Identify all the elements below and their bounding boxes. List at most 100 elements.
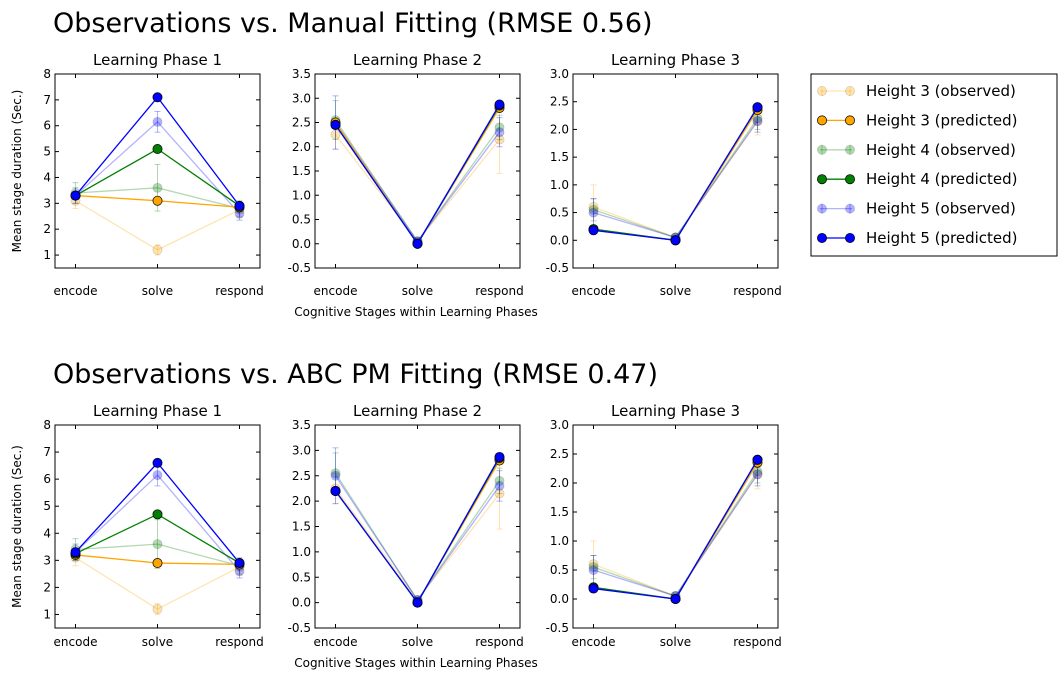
y-tick-label: 8 (43, 67, 51, 81)
y-tick-label: 0.5 (292, 213, 311, 227)
x-tick-label: solve (402, 635, 433, 649)
panel-title: Learning Phase 3 (611, 51, 740, 69)
x-tick-label: respond (215, 635, 264, 649)
legend: Height 3 (observed) Height 3 (predicted) H… (810, 73, 1058, 257)
y-tick-label: 7 (43, 445, 51, 459)
series-line (75, 557, 240, 610)
data-point (588, 583, 599, 594)
legend-label: Height 5 (observed) (866, 200, 1016, 218)
y-axis-label: Mean stage duration (Sec.) (10, 90, 24, 253)
y-tick-label: 0.5 (550, 206, 569, 220)
series-height-5-predicted (330, 99, 505, 249)
legend-marker (817, 174, 828, 185)
y-tick-label: 3.5 (292, 67, 311, 81)
legend-marker (845, 232, 856, 243)
data-point (588, 207, 599, 218)
y-tick-label: 1.5 (550, 150, 569, 164)
data-point (494, 451, 505, 462)
data-point (752, 469, 763, 480)
data-point (588, 559, 599, 570)
y-tick-label: 1.5 (292, 520, 311, 534)
data-point (494, 99, 505, 110)
y-tick-label: 3.0 (292, 443, 311, 457)
data-point (752, 116, 763, 127)
data-point (152, 182, 163, 193)
data-point (588, 202, 599, 213)
data-point (152, 92, 163, 103)
panel-title: Learning Phase 1 (93, 402, 222, 420)
series-line (75, 543, 240, 567)
plot-frame (54, 73, 261, 269)
legend-label: Height 4 (observed) (866, 141, 1016, 159)
data-point (670, 594, 681, 605)
y-tick-label: 3.0 (550, 418, 569, 432)
y-tick-label: 5 (43, 145, 51, 159)
y-tick-label: 1.0 (550, 178, 569, 192)
y-tick-label: 2.0 (292, 494, 311, 508)
legend-label: Height 4 (predicted) (866, 170, 1018, 188)
panel-1: Learning Phase 1 1 2 3 4 5 6 7 8 encode solve respo… (43, 402, 263, 649)
y-tick-label: 3.0 (550, 67, 569, 81)
legend-label: Height 3 (predicted) (866, 111, 1018, 129)
series-height-5-predicted (588, 102, 763, 246)
y-tick-label: 1.0 (550, 534, 569, 548)
y-tick-label: 1.5 (292, 164, 311, 178)
x-tick-label: solve (142, 284, 173, 298)
chart-title: Observations vs. ABC PM Fitting (RMSE 0.… (53, 359, 658, 390)
legend-entry: Height 5 (observed) (817, 200, 1016, 218)
y-axis-label: Mean stage duration (Sec.) (10, 445, 24, 608)
y-tick-label: -0.5 (546, 621, 569, 635)
series-line (75, 200, 240, 251)
y-tick-label: 2.0 (550, 476, 569, 490)
y-tick-label: 5 (43, 499, 51, 513)
x-tick-label: encode (572, 284, 616, 298)
panel-3: Learning Phase 3 -0.5 0.0 0.5 1.0 1.5 2.0 2.5 3.… (546, 402, 782, 649)
panel-title: Learning Phase 2 (353, 402, 482, 420)
y-tick-label: 2.5 (550, 447, 569, 461)
data-point (152, 539, 163, 550)
legend-label: Height 5 (predicted) (866, 229, 1018, 247)
y-tick-label: 0.0 (292, 237, 311, 251)
data-point (330, 468, 341, 479)
x-tick-label: solve (660, 635, 691, 649)
data-point (234, 558, 245, 569)
y-tick-label: 2 (43, 222, 51, 236)
y-tick-label: 0.0 (550, 233, 569, 247)
y-tick-label: -0.5 (546, 261, 569, 275)
x-tick-label: solve (660, 284, 691, 298)
x-tick-label: encode (572, 635, 616, 649)
y-tick-label: 2.5 (550, 95, 569, 109)
y-tick-label: 4 (43, 170, 51, 184)
series-height-5-predicted (70, 92, 245, 211)
y-tick-label: 1 (43, 607, 51, 621)
data-point (752, 469, 763, 480)
x-tick-label: respond (475, 284, 524, 298)
y-tick-label: 6 (43, 472, 51, 486)
panel-title: Learning Phase 2 (353, 51, 482, 69)
data-point (588, 565, 599, 576)
panel-3: Learning Phase 3 -0.5 0.0 0.5 1.0 1.5 2.0 2.5 3.… (546, 51, 782, 298)
x-axis-label: Cognitive Stages within Learning Phases (294, 305, 538, 319)
y-tick-label: 2.0 (292, 140, 311, 154)
data-point (330, 470, 341, 481)
data-point (494, 134, 505, 145)
legend-marker (817, 203, 828, 214)
data-point (494, 488, 505, 499)
y-tick-label: 1 (43, 248, 51, 262)
legend-entry: Height 4 (observed) (817, 141, 1016, 159)
data-point (494, 127, 505, 138)
data-point (152, 144, 163, 155)
data-point (330, 485, 341, 496)
x-axis-label: Cognitive Stages within Learning Phases (294, 656, 538, 670)
data-point (152, 470, 163, 481)
chart-row-1: Observations vs. Manual Fitting (RMSE 0.… (10, 8, 782, 319)
x-tick-label: solve (402, 284, 433, 298)
data-point (152, 604, 163, 615)
data-point (152, 116, 163, 127)
data-point (752, 454, 763, 465)
x-tick-label: respond (475, 635, 524, 649)
y-tick-label: 3.5 (292, 418, 311, 432)
panel-title: Learning Phase 1 (93, 51, 222, 69)
data-point (494, 480, 505, 491)
